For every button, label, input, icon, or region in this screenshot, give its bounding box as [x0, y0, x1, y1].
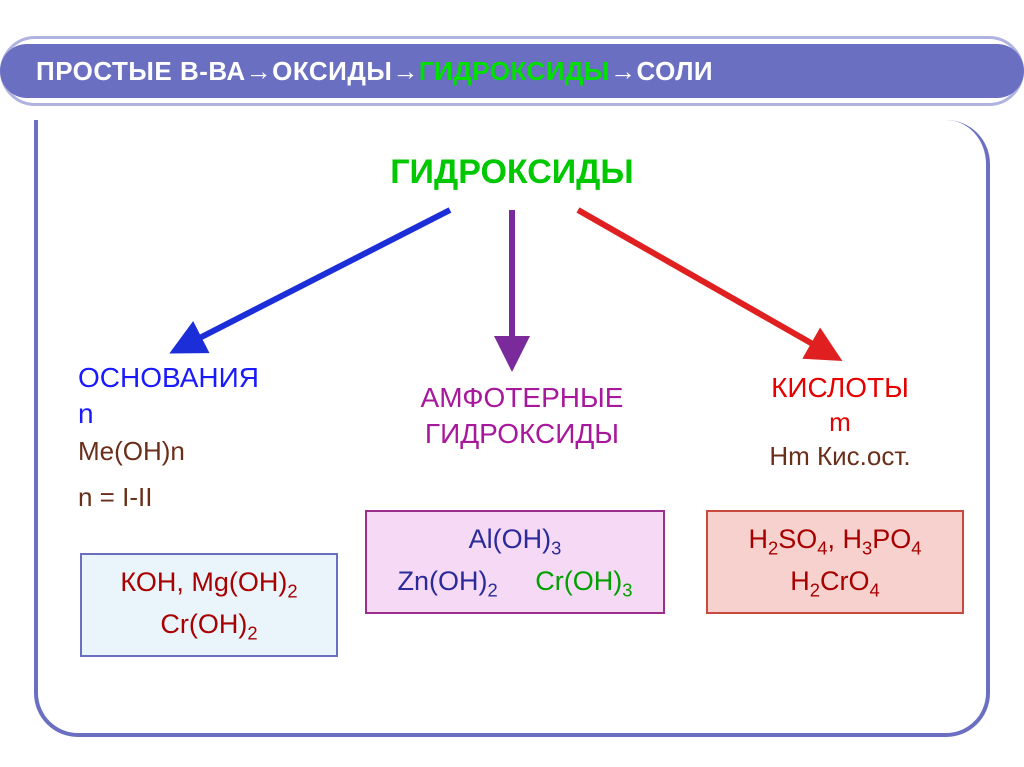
left-box-line2: Cr(OH)2 [92, 605, 326, 647]
r-l1-sep: , [827, 524, 842, 554]
mid-box-l2-a-sub: 2 [488, 579, 498, 600]
r-l1-ds: 4 [911, 537, 921, 558]
left-title: ОСНОВАНИЯ n [78, 360, 338, 433]
r-l2-a: H [790, 566, 810, 596]
left-examples-box: КОН, Mg(OH)2 Cr(OH)2 [80, 553, 338, 657]
left-box-l1-a-sub: 2 [287, 580, 297, 601]
right-formula: Нm Кис.ост. [700, 440, 980, 474]
left-title-sub: n [78, 398, 94, 429]
mid-box-l1-a-sub: 3 [551, 537, 561, 558]
r-l2-b: CrO [820, 566, 870, 596]
left-branch-label: ОСНОВАНИЯ n Me(OH)n n = I-II [78, 360, 338, 514]
mid-examples-box: Al(OH)3 Zn(OH)2 Cr(OH)3 [365, 510, 665, 614]
left-box-l1-a: КОН, Mg(OH) [120, 567, 287, 597]
mid-box-l2-gap [498, 566, 536, 596]
mid-box-line1: Al(OH)3 [377, 520, 653, 562]
mid-title-l1: АМФОТЕРНЫЕ [372, 380, 672, 416]
title-arrow-2: → [392, 56, 419, 87]
r-l1-as: 2 [768, 537, 778, 558]
r-l1-cs: 3 [862, 537, 872, 558]
root-node: ГИДРОКСИДЫ [0, 150, 1024, 194]
r-l1-b: SO [778, 524, 817, 554]
mid-box-l2-a: Zn(OH) [398, 566, 488, 596]
r-l1-c: H [843, 524, 863, 554]
left-formula: Me(OH)n [78, 435, 338, 469]
left-box-l2-a-sub: 2 [247, 622, 257, 643]
right-title-sub: m [700, 406, 980, 440]
title-part-d: СОЛИ [636, 56, 713, 87]
slide-title: ПРОСТЫЕ В-ВА → ОКСИДЫ → ГИДРОКСИДЫ → СОЛ… [0, 44, 1024, 98]
r-l1-bs: 4 [817, 537, 827, 558]
title-part-a: ПРОСТЫЕ В-ВА [36, 56, 246, 87]
mid-box-l2-b-sub: 3 [622, 579, 632, 600]
r-l2-bs: 4 [870, 579, 880, 600]
mid-branch-label: АМФОТЕРНЫЕ ГИДРОКСИДЫ [372, 380, 672, 453]
right-box-line1: H2SO4, H3PO4 [718, 520, 952, 562]
r-l1-d: PO [872, 524, 911, 554]
title-part-c: ГИДРОКСИДЫ [419, 56, 610, 87]
mid-box-line2: Zn(OH)2 Cr(OH)3 [377, 562, 653, 604]
right-branch-label: КИСЛОТЫ m Нm Кис.ост. [700, 370, 980, 474]
mid-title-l2: ГИДРОКСИДЫ [372, 416, 672, 452]
right-box-line2: H2CrO4 [718, 562, 952, 604]
mid-box-l1-a: Al(OH) [469, 524, 552, 554]
left-box-l2-a: Cr(OH) [160, 609, 247, 639]
left-note: n = I-II [78, 481, 338, 515]
left-title-text: ОСНОВАНИЯ [78, 362, 259, 393]
mid-box-l2-b: Cr(OH) [535, 566, 622, 596]
title-part-b: ОКСИДЫ [272, 56, 392, 87]
right-title: КИСЛОТЫ [700, 370, 980, 406]
title-arrow-1: → [246, 56, 273, 87]
r-l1-a: H [749, 524, 769, 554]
title-arrow-3: → [610, 56, 637, 87]
right-examples-box: H2SO4, H3PO4 H2CrO4 [706, 510, 964, 614]
r-l2-as: 2 [810, 579, 820, 600]
left-box-line1: КОН, Mg(OH)2 [92, 563, 326, 605]
